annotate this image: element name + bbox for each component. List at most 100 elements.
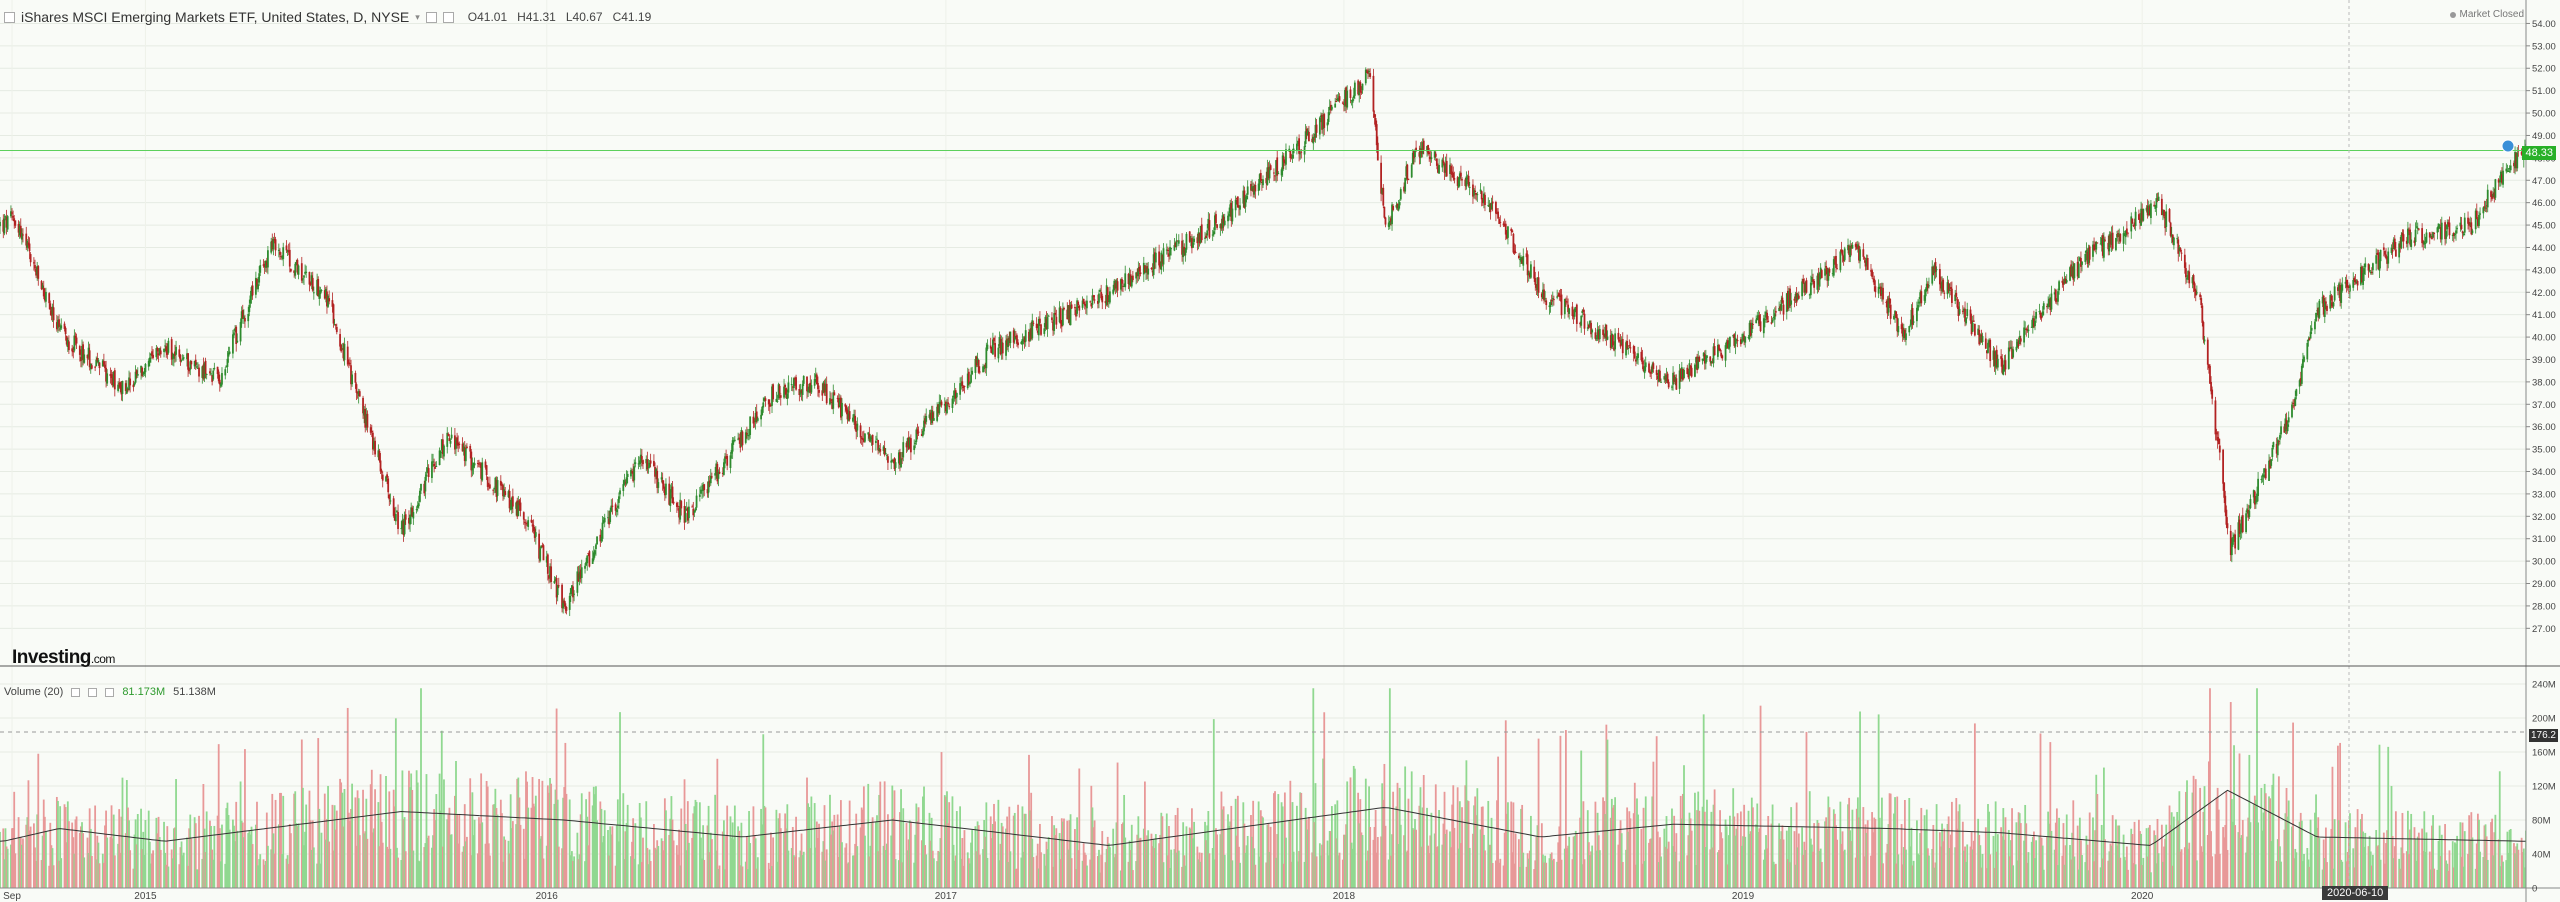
- volume-bar: [550, 783, 553, 888]
- candle-body: [1158, 251, 1161, 266]
- candle-body: [785, 388, 788, 398]
- candle-body: [1575, 304, 1578, 324]
- volume-bar: [1410, 771, 1413, 888]
- candle-body: [1060, 322, 1063, 327]
- candle-body: [235, 326, 238, 345]
- candle-body: [2080, 258, 2082, 267]
- candle-body: [1489, 203, 1492, 213]
- candle-body: [2111, 232, 2114, 249]
- candle-body: [1951, 288, 1953, 303]
- volume-bar: [65, 842, 68, 888]
- volume-bar: [1212, 719, 1215, 888]
- candle-body: [2030, 326, 2033, 328]
- volume-bar: [509, 794, 512, 888]
- volume-bar: [438, 773, 441, 888]
- volume-bar: [1764, 849, 1766, 888]
- volume-bar: [1023, 813, 1026, 888]
- candle-body: [1359, 82, 1362, 93]
- volume-bar: [448, 807, 451, 888]
- candle-body: [1863, 257, 1866, 259]
- volume-bar: [221, 824, 223, 888]
- volume-bar: [2240, 835, 2243, 888]
- candle-body: [2498, 181, 2501, 183]
- volume-bar: [2490, 822, 2492, 888]
- volume-bar: [630, 856, 632, 888]
- candle-body: [860, 437, 863, 440]
- candle-body: [1636, 356, 1638, 361]
- candle-body: [2178, 247, 2181, 252]
- candle-body: [1666, 373, 1669, 384]
- volume-bar: [2104, 839, 2106, 888]
- candle-body: [324, 288, 327, 296]
- volume-bar: [993, 803, 995, 888]
- candle-body: [2249, 499, 2252, 509]
- volume-bar: [2364, 832, 2367, 888]
- candle-body: [523, 521, 526, 523]
- candle-body: [634, 462, 637, 464]
- candle-body: [1257, 183, 1260, 192]
- volume-bar: [1812, 851, 1814, 888]
- candle-body: [2186, 278, 2188, 280]
- volume-bar: [1678, 861, 1681, 888]
- candle-body: [2386, 257, 2389, 264]
- candle-body: [1543, 289, 1545, 301]
- candle-body: [1947, 283, 1950, 291]
- candle-body: [1551, 298, 1554, 300]
- volume-bar: [218, 828, 221, 888]
- candle-body: [2063, 278, 2066, 284]
- volume-bar: [680, 808, 683, 888]
- candle-body: [111, 377, 114, 386]
- volume-bar: [17, 817, 20, 888]
- volume-bar: [871, 817, 874, 888]
- volume-bar: [1193, 821, 1196, 888]
- candle-body: [1035, 323, 1038, 329]
- volume-bar: [1443, 791, 1446, 888]
- volume-bar: [1803, 841, 1806, 888]
- volume-bar: [379, 774, 382, 888]
- candle-body: [2277, 440, 2280, 442]
- volume-bar: [1444, 833, 1447, 888]
- candle-body: [792, 378, 795, 389]
- candle-body: [1727, 344, 1730, 349]
- candle-body: [1749, 322, 1752, 336]
- volume-bar: [1595, 850, 1598, 888]
- volume-bar: [1744, 836, 1747, 888]
- candle-body: [924, 418, 927, 424]
- volume-bar: [599, 801, 602, 888]
- volume-bar: [2229, 702, 2232, 888]
- candle-body: [401, 519, 404, 529]
- price-tick-label: 35.00: [2532, 445, 2556, 456]
- candle-body: [2505, 168, 2508, 172]
- volume-bar: [211, 849, 214, 888]
- candle-body: [1572, 314, 1575, 317]
- candle-body: [373, 441, 375, 449]
- candle-body: [264, 260, 267, 268]
- volume-bar: [1154, 834, 1157, 888]
- candle-body: [2451, 234, 2454, 236]
- volume-bar: [296, 826, 299, 888]
- candle-body: [1923, 295, 1926, 301]
- candle-body: [104, 364, 106, 369]
- volume-bar: [1680, 818, 1683, 888]
- candle-body: [1772, 317, 1775, 319]
- candle-body: [1281, 155, 1284, 172]
- volume-bar: [264, 860, 267, 888]
- candle-body: [1657, 369, 1660, 382]
- volume-bar: [1512, 802, 1515, 888]
- volume-bar: [778, 813, 781, 888]
- volume-bar: [1435, 847, 1438, 888]
- candle-body: [1771, 319, 1774, 323]
- volume-bar: [289, 833, 292, 888]
- candle-body: [469, 445, 472, 452]
- volume-bar: [2378, 744, 2381, 888]
- candle-body: [2425, 232, 2428, 243]
- volume-bar: [1128, 840, 1131, 888]
- volume-bar: [1054, 835, 1057, 888]
- volume-bar: [1252, 800, 1255, 888]
- volume-bar: [267, 845, 269, 888]
- volume-bar: [984, 836, 987, 888]
- volume-bar: [165, 864, 168, 888]
- candle-body: [679, 499, 682, 520]
- candle-body: [2117, 233, 2120, 238]
